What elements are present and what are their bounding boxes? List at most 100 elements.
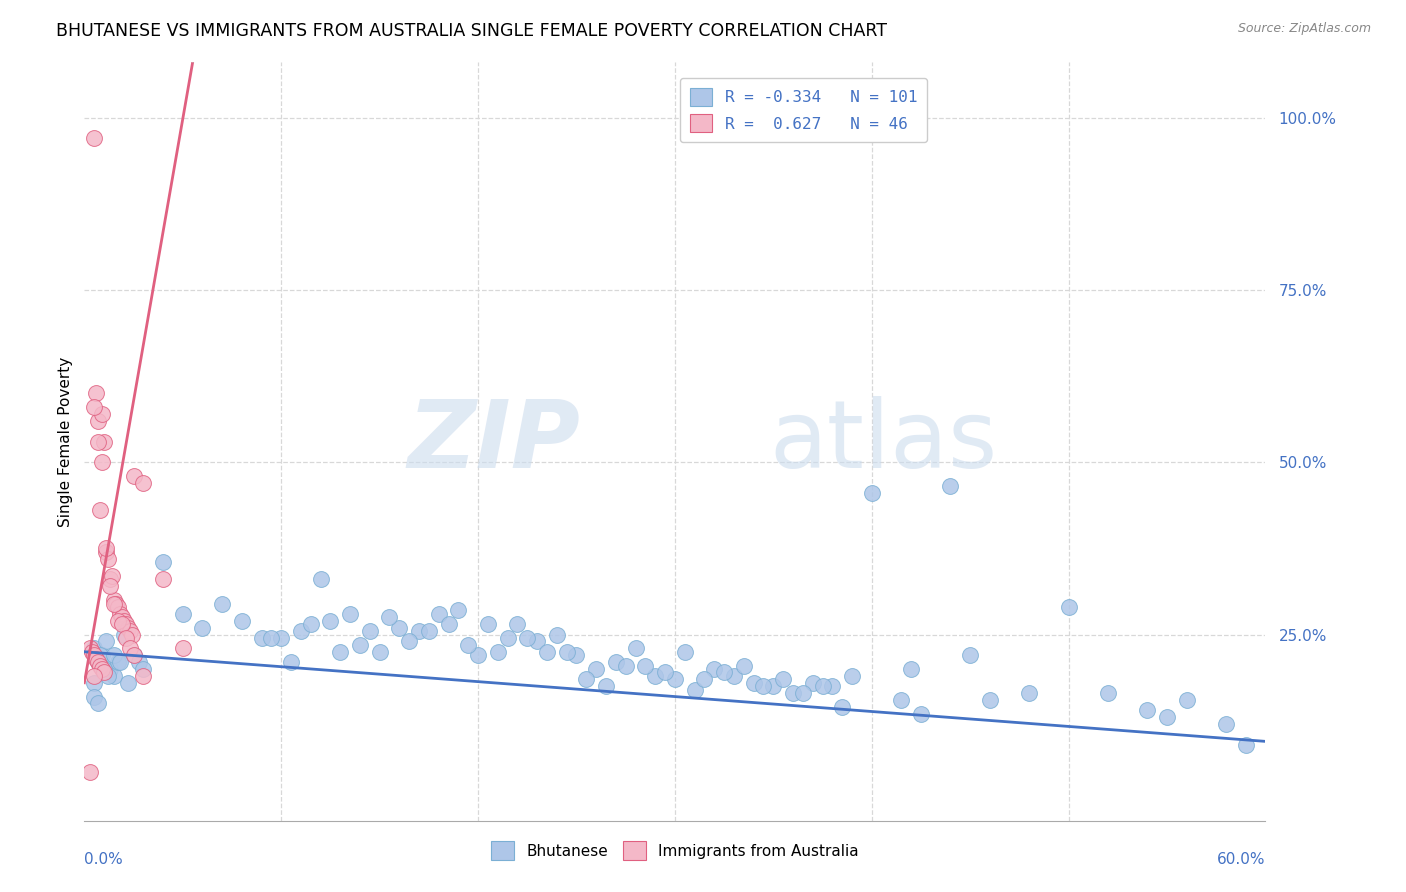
Point xyxy=(683,682,706,697)
Point xyxy=(319,614,342,628)
Point xyxy=(792,686,814,700)
Point xyxy=(132,669,155,683)
Point xyxy=(107,599,129,614)
Point xyxy=(94,541,117,556)
Point xyxy=(979,693,1001,707)
Point xyxy=(762,679,785,693)
Point xyxy=(359,624,381,639)
Legend: Bhutanese, Immigrants from Australia: Bhutanese, Immigrants from Australia xyxy=(485,835,865,866)
Point xyxy=(83,641,105,656)
Text: Source: ZipAtlas.com: Source: ZipAtlas.com xyxy=(1237,22,1371,36)
Point xyxy=(654,665,676,680)
Point xyxy=(1136,703,1159,717)
Point xyxy=(821,679,844,693)
Point xyxy=(97,669,120,683)
Point xyxy=(782,686,804,700)
Point xyxy=(172,641,194,656)
Point xyxy=(118,641,141,656)
Point xyxy=(890,693,912,707)
Point xyxy=(83,669,105,683)
Point xyxy=(121,627,143,641)
Point xyxy=(98,579,121,593)
Point xyxy=(83,675,105,690)
Point xyxy=(546,627,568,641)
Point xyxy=(98,662,121,676)
Point xyxy=(89,648,111,663)
Point xyxy=(107,655,129,669)
Point xyxy=(83,131,105,145)
Y-axis label: Single Female Poverty: Single Female Poverty xyxy=(58,357,73,526)
Point xyxy=(280,655,302,669)
Point xyxy=(104,597,127,611)
Point xyxy=(733,658,755,673)
Point xyxy=(91,407,114,421)
Point xyxy=(516,631,538,645)
Point xyxy=(693,673,716,687)
Point xyxy=(664,673,686,687)
Point xyxy=(87,655,110,669)
Point xyxy=(79,765,101,780)
Point xyxy=(349,638,371,652)
Text: atlas: atlas xyxy=(769,395,998,488)
Point xyxy=(575,673,598,687)
Point xyxy=(398,634,420,648)
Point xyxy=(117,675,139,690)
Point xyxy=(118,624,141,639)
Point xyxy=(132,475,155,490)
Point xyxy=(673,645,696,659)
Point xyxy=(128,655,150,669)
Point xyxy=(84,386,107,401)
Point xyxy=(117,621,139,635)
Point xyxy=(496,631,519,645)
Point xyxy=(910,706,932,721)
Point xyxy=(329,645,352,659)
Point xyxy=(1097,686,1119,700)
Point xyxy=(752,679,775,693)
Point xyxy=(152,555,174,569)
Point xyxy=(1156,710,1178,724)
Point xyxy=(811,679,834,693)
Point xyxy=(87,697,110,711)
Point xyxy=(93,662,115,676)
Point xyxy=(260,631,283,645)
Point xyxy=(83,400,105,414)
Point xyxy=(723,669,745,683)
Point xyxy=(536,645,558,659)
Point xyxy=(87,655,110,669)
Point xyxy=(122,648,145,663)
Point xyxy=(772,673,794,687)
Point xyxy=(477,617,499,632)
Point xyxy=(103,597,125,611)
Point xyxy=(94,545,117,559)
Point xyxy=(418,624,440,639)
Point xyxy=(114,631,136,645)
Point xyxy=(437,617,460,632)
Point xyxy=(111,617,134,632)
Point xyxy=(84,651,107,665)
Point xyxy=(900,662,922,676)
Point xyxy=(486,645,509,659)
Point xyxy=(103,648,125,663)
Point xyxy=(108,607,131,621)
Point xyxy=(112,614,135,628)
Point xyxy=(89,503,111,517)
Point xyxy=(112,627,135,641)
Point xyxy=(309,573,332,587)
Point xyxy=(93,665,115,680)
Point xyxy=(526,634,548,648)
Text: 0.0%: 0.0% xyxy=(84,852,124,867)
Point xyxy=(114,617,136,632)
Point xyxy=(94,634,117,648)
Point xyxy=(634,658,657,673)
Point xyxy=(211,597,233,611)
Point xyxy=(91,662,114,676)
Point xyxy=(172,607,194,621)
Point xyxy=(97,551,120,566)
Point xyxy=(457,638,479,652)
Point xyxy=(565,648,588,663)
Text: BHUTANESE VS IMMIGRANTS FROM AUSTRALIA SINGLE FEMALE POVERTY CORRELATION CHART: BHUTANESE VS IMMIGRANTS FROM AUSTRALIA S… xyxy=(56,22,887,40)
Point xyxy=(555,645,578,659)
Point xyxy=(89,658,111,673)
Point xyxy=(107,614,129,628)
Point xyxy=(624,641,647,656)
